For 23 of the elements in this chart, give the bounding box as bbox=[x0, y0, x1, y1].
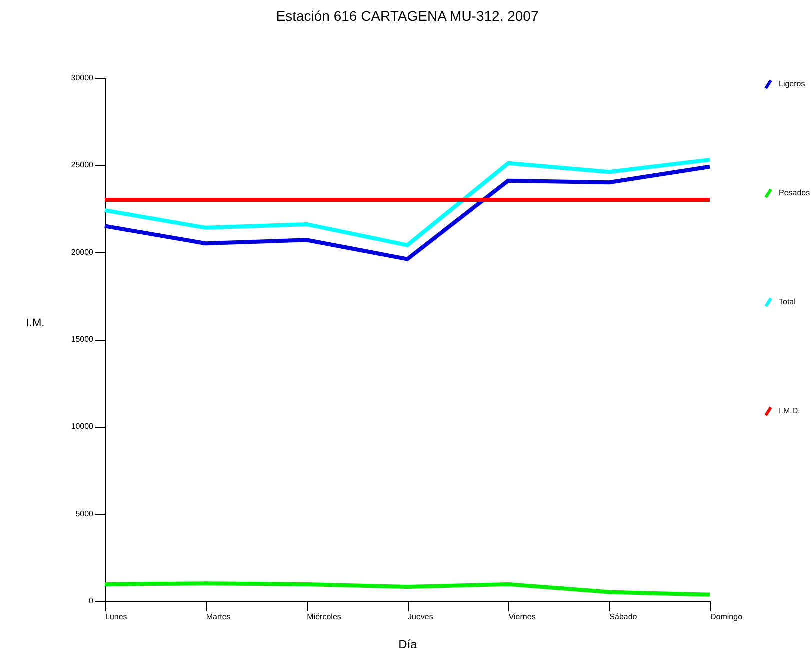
y-tick-label: 20000 bbox=[71, 248, 94, 257]
y-tick-label: 15000 bbox=[71, 335, 94, 344]
legend-label: Ligeros bbox=[779, 80, 806, 88]
x-tick-label: Miércoles bbox=[307, 612, 342, 622]
x-tick-label: Sábado bbox=[610, 612, 638, 622]
y-tick-label: 25000 bbox=[71, 160, 94, 170]
x-tick-label: Martes bbox=[206, 612, 231, 622]
x-tick-label: Lunes bbox=[106, 612, 128, 622]
y-axis-title: I.M. bbox=[26, 318, 45, 330]
chart-title: Estación 616 CARTAGENA MU-312. 2007 bbox=[276, 8, 539, 24]
line-series bbox=[103, 158, 712, 248]
y-tick-label: 5000 bbox=[76, 509, 94, 518]
legend-label: Total bbox=[779, 298, 796, 306]
legend-label: Pesados bbox=[779, 188, 810, 198]
y-tick-label: 10000 bbox=[71, 422, 94, 432]
x-tick-label: Jueves bbox=[408, 612, 434, 622]
line-series bbox=[103, 582, 712, 597]
line-series bbox=[103, 164, 712, 262]
legend-label: I.M.D. bbox=[779, 406, 800, 416]
x-tick-label: Viernes bbox=[508, 612, 536, 622]
y-tick-label: 30000 bbox=[71, 74, 94, 82]
y-tick-label: 0 bbox=[89, 596, 94, 606]
x-tick-label: Domingo bbox=[710, 612, 744, 622]
